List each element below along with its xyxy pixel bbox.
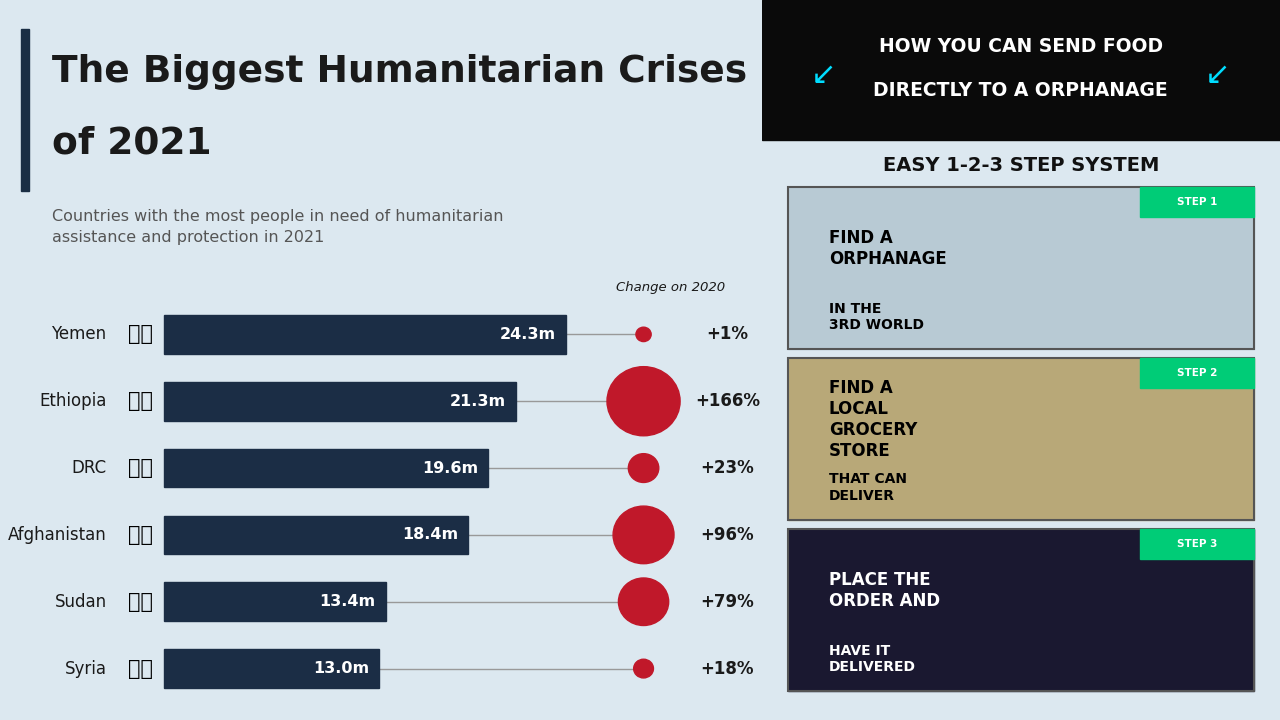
- Text: Change on 2020: Change on 2020: [616, 282, 724, 294]
- Text: 19.6m: 19.6m: [422, 461, 479, 475]
- Circle shape: [613, 506, 675, 564]
- Text: The Biggest Humanitarian Crises: The Biggest Humanitarian Crises: [51, 54, 748, 90]
- Text: PLACE THE
ORDER AND: PLACE THE ORDER AND: [829, 572, 940, 610]
- Text: +23%: +23%: [700, 459, 754, 477]
- Text: Countries with the most people in need of humanitarian
assistance and protection: Countries with the most people in need o…: [51, 209, 503, 245]
- Text: STEP 3: STEP 3: [1176, 539, 1217, 549]
- Text: ↙: ↙: [1204, 61, 1230, 90]
- Bar: [787, 187, 1254, 349]
- Text: 🇨🇩: 🇨🇩: [128, 458, 154, 478]
- Bar: [762, 0, 1280, 140]
- Text: 13.4m: 13.4m: [320, 594, 375, 609]
- Bar: [164, 516, 468, 554]
- Bar: [1140, 358, 1254, 388]
- Bar: [1140, 187, 1254, 217]
- Text: ↙: ↙: [812, 61, 837, 90]
- Circle shape: [607, 366, 680, 436]
- Text: FIND A
LOCAL
GROCERY
STORE: FIND A LOCAL GROCERY STORE: [829, 379, 918, 459]
- Bar: [22, 29, 29, 191]
- Bar: [787, 358, 1254, 520]
- Text: 18.4m: 18.4m: [402, 527, 458, 542]
- Text: 🇸🇩: 🇸🇩: [128, 592, 154, 612]
- Circle shape: [634, 660, 654, 678]
- Text: +79%: +79%: [700, 593, 754, 611]
- Text: FIND A
ORPHANAGE: FIND A ORPHANAGE: [829, 230, 947, 268]
- Text: STEP 2: STEP 2: [1176, 368, 1217, 378]
- Circle shape: [618, 578, 668, 626]
- Text: 21.3m: 21.3m: [451, 394, 507, 409]
- Text: +1%: +1%: [707, 325, 749, 343]
- Text: 🇦🇫: 🇦🇫: [128, 525, 154, 545]
- Text: 🇾🇪: 🇾🇪: [128, 325, 154, 344]
- Text: HOW YOU CAN SEND FOOD: HOW YOU CAN SEND FOOD: [879, 37, 1162, 56]
- Text: +18%: +18%: [700, 660, 754, 678]
- Text: Afghanistan: Afghanistan: [8, 526, 106, 544]
- Text: 24.3m: 24.3m: [500, 327, 556, 342]
- Text: 13.0m: 13.0m: [312, 661, 369, 676]
- Bar: [787, 529, 1254, 691]
- Text: +166%: +166%: [695, 392, 760, 410]
- Text: STEP 1: STEP 1: [1176, 197, 1217, 207]
- Text: Syria: Syria: [64, 660, 106, 678]
- Text: 🇪🇹: 🇪🇹: [128, 391, 154, 411]
- Text: Sudan: Sudan: [55, 593, 106, 611]
- Bar: [787, 187, 1254, 349]
- Text: Ethiopia: Ethiopia: [40, 392, 106, 410]
- Text: EASY 1-2-3 STEP SYSTEM: EASY 1-2-3 STEP SYSTEM: [883, 156, 1158, 175]
- Bar: [1140, 529, 1254, 559]
- Text: of 2021: of 2021: [51, 126, 211, 162]
- Bar: [787, 358, 1254, 520]
- Text: THAT CAN
DELIVER: THAT CAN DELIVER: [829, 472, 908, 503]
- Circle shape: [636, 327, 652, 341]
- Bar: [164, 382, 516, 420]
- Bar: [164, 449, 488, 487]
- Bar: [164, 582, 385, 621]
- Bar: [164, 649, 379, 688]
- Text: +96%: +96%: [700, 526, 754, 544]
- Bar: [164, 315, 566, 354]
- Text: 🇸🇾: 🇸🇾: [128, 659, 154, 678]
- Bar: [787, 529, 1254, 691]
- Text: DIRECTLY TO A ORPHANAGE: DIRECTLY TO A ORPHANAGE: [873, 81, 1169, 99]
- Text: DRC: DRC: [72, 459, 106, 477]
- Text: IN THE
3RD WORLD: IN THE 3RD WORLD: [829, 302, 924, 332]
- Text: HAVE IT
DELIVERED: HAVE IT DELIVERED: [829, 644, 916, 674]
- Text: Yemen: Yemen: [51, 325, 106, 343]
- Circle shape: [628, 454, 659, 482]
